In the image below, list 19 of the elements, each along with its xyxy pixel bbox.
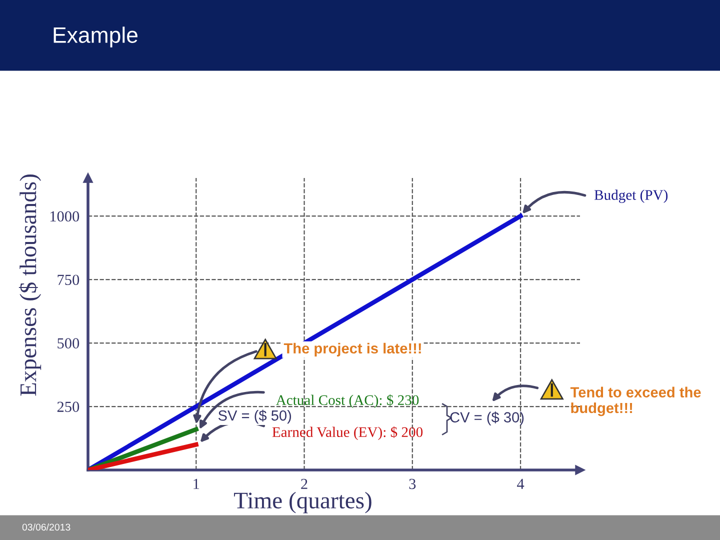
annotation: CV = ($ 30) — [450, 412, 524, 426]
x-tick-label: 3 — [409, 478, 416, 490]
chart-title: Example — [54, 26, 138, 48]
annotation: The project is late!!! — [284, 342, 421, 356]
y-tick-label: 250 — [57, 402, 80, 412]
x-axis-title: Time (quartes) — [234, 492, 372, 514]
x-tick-label: 2 — [301, 478, 308, 489]
annotation: Tend to exceed the budget!!! — [570, 386, 701, 416]
text: 03/06/2013 — [22, 523, 70, 531]
annotation: Earned Value (EV): $ 200 — [272, 426, 423, 440]
y-tick-label: 750 — [58, 274, 80, 286]
x-tick-label: 4 — [517, 478, 524, 489]
x-tick-label: 1 — [194, 478, 200, 489]
text: Budget (PV) — [594, 190, 668, 203]
annotation: SV = ($ 50) — [218, 410, 292, 424]
y-axis-title: Expenses ($ thousands) — [18, 174, 42, 396]
annotation: Actual Cost (AC): $ 230 — [276, 394, 419, 408]
y-tick-label: 1000 — [50, 211, 80, 222]
y-tick-label: 500 — [58, 338, 80, 348]
